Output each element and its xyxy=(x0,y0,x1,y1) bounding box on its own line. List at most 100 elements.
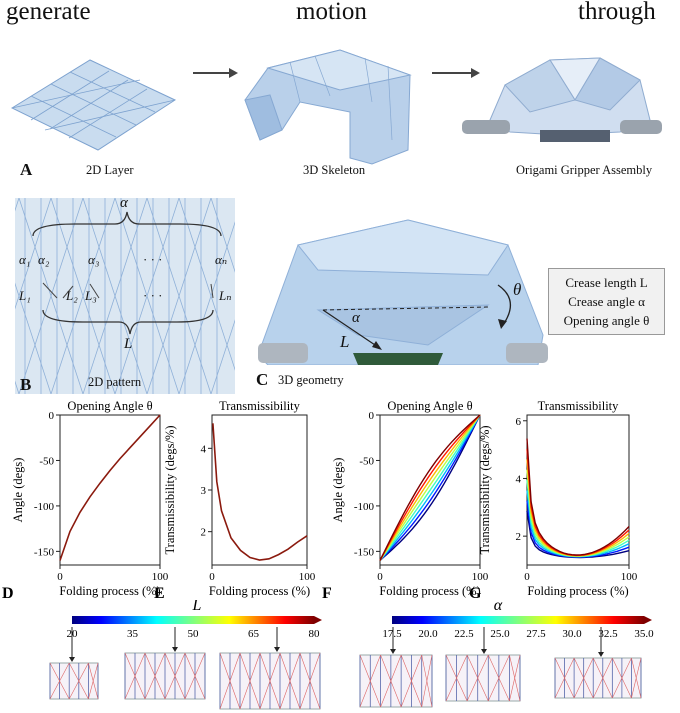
thumbnail-pointer-head xyxy=(172,647,178,652)
pattern-L1: L₁ xyxy=(19,288,31,303)
plot-title: Opening Angle θ xyxy=(387,399,472,413)
thumbnail-crease xyxy=(612,657,632,699)
thumbnail-pointer-head xyxy=(69,657,75,662)
series-line xyxy=(379,414,481,562)
pattern-diagonal-crease xyxy=(50,198,116,394)
series-line xyxy=(212,423,308,561)
colorbar-alpha: α 17.5 20.0 22.5 25.0 27.5 30.0 32.5 35.0 xyxy=(382,600,654,640)
panel-a-letter: A xyxy=(20,160,33,179)
pattern-alpha1: α₁ xyxy=(19,252,31,267)
plot-title: Transmissibility xyxy=(538,399,620,413)
y-tick-label: 3 xyxy=(201,485,207,497)
caption-2d-layer: 2D Layer xyxy=(86,163,134,177)
x-axis-label: Folding process (%) xyxy=(527,584,628,598)
y-tick-label: -150 xyxy=(34,546,55,558)
series-line xyxy=(379,414,481,561)
pattern-Ln: Lₙ xyxy=(219,288,232,303)
pattern-L-label: L xyxy=(124,336,133,352)
x-tick-label: 0 xyxy=(57,571,63,583)
y-axis-label: Transmissibility (degs/%) xyxy=(478,425,492,554)
chart-g: Transmissibility Folding process (%) Trans… xyxy=(469,399,638,602)
pattern-L3: L₃ xyxy=(85,288,97,303)
y-tick-label: 2 xyxy=(201,527,207,539)
y-tick-label: -50 xyxy=(359,455,374,467)
y-tick-label: 0 xyxy=(49,410,55,422)
y-tick-label: -50 xyxy=(39,455,54,467)
pattern-diagonal-crease xyxy=(178,221,235,394)
colorbar-tick: 32.5 xyxy=(598,628,618,640)
caption-2d-pattern: 2D pattern xyxy=(88,375,142,389)
thumbnail-crease xyxy=(445,654,468,702)
series-line xyxy=(379,414,481,561)
header-word-2: motion xyxy=(296,0,367,25)
thumbnail-pointer-head xyxy=(390,649,396,654)
colorbar-label: L xyxy=(192,600,202,614)
thumbnail-crease xyxy=(400,654,422,708)
series-line xyxy=(379,414,481,561)
series-line xyxy=(379,414,481,561)
plot-frame xyxy=(59,414,161,566)
thumbnail-crease xyxy=(631,657,642,699)
y-axis-label: Angle (degs) xyxy=(11,458,25,523)
colorbar-tick: 27.5 xyxy=(526,628,546,640)
pattern-thumbnail xyxy=(49,662,99,700)
pattern-thumbnail xyxy=(359,654,433,708)
colorbar-tick: 65 xyxy=(248,628,260,640)
pattern-dots-top: · · · xyxy=(143,252,163,267)
geometry-alpha-label: α xyxy=(352,310,360,326)
series-line xyxy=(379,414,481,561)
x-axis-label: Folding process (%) xyxy=(59,584,160,598)
pattern-thumbnail xyxy=(445,654,521,702)
y-tick-label: -100 xyxy=(354,501,375,513)
thumbnail-crease xyxy=(259,652,281,710)
colorbar-arrow xyxy=(644,616,652,624)
pattern-alpha2: α₂ xyxy=(38,252,50,267)
series-line xyxy=(379,414,481,561)
colorbar-tick: 17.5 xyxy=(382,628,402,640)
chart-f: Opening Angle θ Folding process (%) Angle … xyxy=(322,399,489,602)
x-tick-label: 100 xyxy=(621,571,638,583)
series-line xyxy=(526,438,630,556)
pattern-alpha3: α₃ xyxy=(88,252,100,267)
colorbar-arrow xyxy=(314,616,322,624)
thumbnail-crease xyxy=(421,654,433,708)
legend-crease-angle: Crease angle α xyxy=(568,294,645,309)
charts-dg: Opening Angle θ Folding process (%) Angle … xyxy=(2,399,638,602)
panel-letter: G xyxy=(469,585,482,602)
panel-a-illustrations xyxy=(10,49,662,165)
x-tick-label: 100 xyxy=(299,571,316,583)
thumbnail-crease xyxy=(219,652,241,710)
x-tick-label: 100 xyxy=(472,571,489,583)
series-line xyxy=(379,414,481,561)
thumbnail-crease xyxy=(466,654,489,702)
y-tick-label: 0 xyxy=(369,410,375,422)
thumbnail-crease xyxy=(509,654,521,702)
y-tick-label: 4 xyxy=(201,443,207,455)
header-word-3: through xyxy=(578,0,656,25)
pattern-diagonal-crease xyxy=(146,198,212,394)
plot-frame xyxy=(526,414,630,566)
series-line xyxy=(526,448,630,557)
thumbnail-crease xyxy=(88,662,99,700)
thumbnail-crease xyxy=(488,654,510,702)
thumbnail-pointer-head xyxy=(481,649,487,654)
pattern-thumbnail xyxy=(554,657,642,699)
pattern-diagonal-crease xyxy=(210,319,235,394)
y-axis-label: Angle (degs) xyxy=(331,458,345,523)
plot-frame xyxy=(211,414,308,566)
panel-letter: F xyxy=(322,585,332,602)
chart-e: Transmissibility Folding process (%) Trans… xyxy=(154,399,316,602)
pattern-alpha-label: α xyxy=(120,195,128,211)
thumbnail-crease xyxy=(380,654,402,708)
thumbnail-crease xyxy=(124,652,146,700)
thumbnail-crease xyxy=(592,657,613,699)
caption-gripper-assembly: Origami Gripper Assembly xyxy=(516,163,653,177)
plot-frame xyxy=(379,414,481,566)
thumbnail-crease xyxy=(164,652,186,700)
pattern-diagonal-crease xyxy=(114,198,180,394)
colorbar-gradient xyxy=(392,616,644,624)
colorbar-tick: 25.0 xyxy=(490,628,510,640)
thumbnail-pointer-head xyxy=(598,652,604,657)
colorbar-tick: 80 xyxy=(309,628,321,640)
panel-b-letter: B xyxy=(20,375,32,394)
